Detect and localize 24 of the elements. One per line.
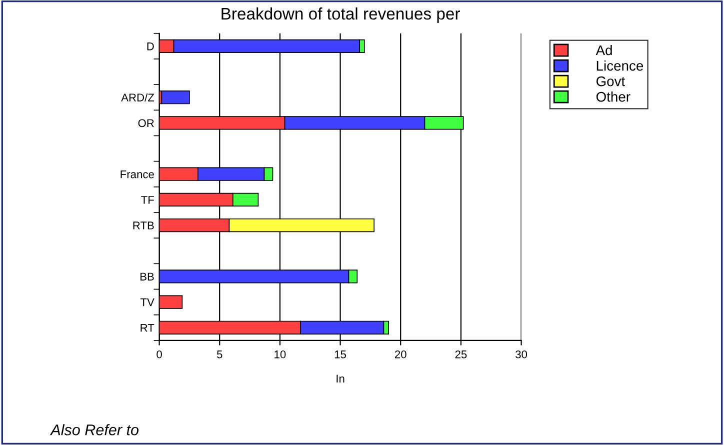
y-tick-label: RT bbox=[140, 324, 154, 332]
bar bbox=[161, 90, 190, 104]
x-tick-label: 30 bbox=[516, 350, 528, 358]
y-tick-label: D bbox=[147, 42, 154, 50]
y-tick-label: TV bbox=[140, 298, 154, 306]
y-tick-label: BB bbox=[140, 272, 154, 280]
y-tick-label: OR bbox=[138, 119, 154, 128]
y-tick-label: France bbox=[120, 170, 154, 178]
text: Also Refer to bbox=[50, 424, 139, 436]
legend-label: Ad bbox=[596, 44, 612, 56]
x-tick-label: 10 bbox=[274, 350, 286, 358]
y-tick-label: TF bbox=[141, 196, 154, 204]
x-tick-label: 5 bbox=[216, 350, 222, 358]
y-tick-label: ARD/Z bbox=[121, 93, 154, 102]
x-tick-label: 25 bbox=[455, 350, 467, 358]
x-tick-label: 0 bbox=[156, 350, 162, 358]
legend-label: Govt bbox=[596, 76, 626, 86]
legend-label: Licence bbox=[596, 60, 644, 71]
legend-label: Other bbox=[596, 92, 630, 102]
x-tick-label: 15 bbox=[334, 350, 346, 358]
y-tick-label: RTB bbox=[133, 222, 154, 230]
x-tick-label: 20 bbox=[394, 350, 406, 358]
x-axis-title: In bbox=[336, 374, 344, 382]
chart-title: Breakdown of total revenues per bbox=[222, 7, 460, 23]
